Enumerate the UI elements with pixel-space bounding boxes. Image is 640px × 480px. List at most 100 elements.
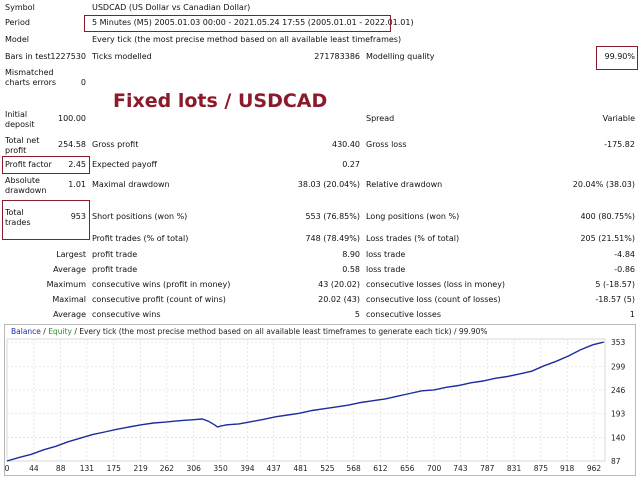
average-loss-label: loss trade <box>366 265 406 274</box>
largest-loss-label: loss trade <box>366 250 406 259</box>
profit-factor-label: Profit factor <box>5 160 52 169</box>
y-tick-label: 193 <box>611 410 626 419</box>
quality-highlight-box <box>596 46 638 70</box>
x-tick-label: 88 <box>56 464 66 473</box>
rel-dd-value: 20.04% (38.03) <box>572 180 635 189</box>
chart-canvas: 87 140 193 246 299 353 0 44 88 131 175 219 262 306 350… <box>5 338 626 473</box>
max-cons-losses-label: consecutive losses (loss in money) <box>366 280 506 289</box>
largest-profit-label: profit trade <box>92 250 138 259</box>
rel-dd-label: Relative drawdown <box>366 180 443 189</box>
legend-description: / Every tick (the most precise method ba… <box>71 327 488 336</box>
maximal-label: Maximal <box>52 295 86 304</box>
x-tick-label: 175 <box>107 464 122 473</box>
balance-chart: 87 140 193 246 299 353 0 44 88 131 175 219 262 306 350… <box>4 324 636 476</box>
gross-profit-value: 430.40 <box>332 140 360 149</box>
gross-profit-label: Gross profit <box>92 140 139 149</box>
y-tick-label: 246 <box>611 386 626 395</box>
x-tick-label: 831 <box>507 464 522 473</box>
mismatched-value: 0 <box>80 78 86 87</box>
largest-loss-value: -4.84 <box>614 250 635 259</box>
x-tick-label: 306 <box>187 464 202 473</box>
period-highlight-box <box>84 15 391 32</box>
long-label: Long positions (won %) <box>366 212 460 221</box>
loss-trades-value: 205 (21.51%) <box>580 234 635 243</box>
x-tick-label: 700 <box>427 464 442 473</box>
max-cons-wins-value: 43 (20.02) <box>318 280 360 289</box>
average-profit-value: 0.58 <box>342 265 360 274</box>
average-profit-label: profit trade <box>92 265 138 274</box>
legend-balance: Balance <box>11 327 41 336</box>
profit-factor-value: 2.45 <box>68 160 86 169</box>
gross-loss-value: -175.82 <box>604 140 635 149</box>
x-tick-label: 350 <box>213 464 228 473</box>
total-trades-value: 953 <box>70 212 86 221</box>
y-tick-label: 353 <box>611 338 626 347</box>
loss-trades-label: Loss trades (% of total) <box>366 234 460 243</box>
maximal-profit-value: 20.02 (43) <box>318 295 360 304</box>
x-tick-label: 656 <box>400 464 415 473</box>
mismatched-label: Mismatched charts errors <box>5 68 57 87</box>
spread-label: Spread <box>366 114 395 123</box>
profit-factor-highlight-box <box>2 156 90 174</box>
legend-equity: Equity <box>48 327 72 336</box>
chart-legend: Balance / Equity / Every tick (the most … <box>11 327 488 336</box>
short-label: Short positions (won %) <box>92 212 188 221</box>
x-tick-label: 612 <box>373 464 388 473</box>
net-profit-label: Total net profit <box>5 136 40 155</box>
overlay-title: Fixed lots / USDCAD <box>113 90 328 112</box>
avg-cons-losses-label: consecutive losses <box>366 310 442 319</box>
max-cons-wins-label: consecutive wins (profit in money) <box>92 280 231 289</box>
deposit-label: Initial deposit <box>5 110 35 129</box>
plot-area-frame <box>6 338 606 462</box>
max-cons-losses-value: 5 (-18.57) <box>595 280 635 289</box>
avg-cons-wins-label: consecutive wins <box>92 310 161 319</box>
series-line-balance <box>6 341 604 462</box>
symbol-label: Symbol <box>5 3 35 12</box>
profit-trades-value: 748 (78.49%) <box>305 234 360 243</box>
maximal-loss-label: consecutive loss (count of losses) <box>366 295 501 304</box>
quality-value: 99.90% <box>604 52 635 61</box>
legend-sep: / <box>40 327 49 336</box>
total-trades-highlight-box <box>2 200 90 240</box>
maximal-profit-label: consecutive profit (count of wins) <box>92 295 226 304</box>
average-label: Average <box>53 265 86 274</box>
largest-profit-value: 8.90 <box>342 250 360 259</box>
x-tick-label: 525 <box>320 464 335 473</box>
period-value: 5 Minutes (M5) 2005.01.03 00:00 - 2021.0… <box>92 18 414 27</box>
x-tick-label: 481 <box>293 464 308 473</box>
x-tick-label: 568 <box>346 464 361 473</box>
x-tick-label: 437 <box>266 464 281 473</box>
x-tick-label: 962 <box>587 464 602 473</box>
x-tick-label: 0 <box>5 464 10 473</box>
short-value: 553 (76.85%) <box>305 212 360 221</box>
x-tick-label: 262 <box>160 464 175 473</box>
average-loss-value: -0.86 <box>614 265 635 274</box>
x-tick-label: 743 <box>453 464 468 473</box>
avg-cons-wins-value: 5 <box>354 310 360 319</box>
total-trades-label: Total trades <box>5 208 31 227</box>
y-tick-label: 87 <box>611 457 621 466</box>
maximum-label: Maximum <box>46 280 86 289</box>
model-label: Model <box>5 35 30 44</box>
y-tick-label: 299 <box>611 362 626 371</box>
x-tick-label: 875 <box>534 464 549 473</box>
largest-label: Largest <box>56 250 86 259</box>
y-tick-label: 140 <box>611 433 626 442</box>
x-tick-label: 394 <box>240 464 255 473</box>
max-dd-label: Maximal drawdown <box>92 180 170 189</box>
x-tick-label: 44 <box>29 464 39 473</box>
x-tick-label: 219 <box>133 464 148 473</box>
payoff-label: Expected payoff <box>92 160 157 169</box>
quality-label: Modelling quality <box>366 52 435 61</box>
bars-label: Bars in test <box>5 52 51 61</box>
x-tick-label: 131 <box>80 464 95 473</box>
avg-cons-losses-value: 1 <box>629 310 635 319</box>
abs-dd-value: 1.01 <box>68 180 86 189</box>
bars-value: 1227530 <box>50 52 86 61</box>
deposit-value: 100.00 <box>58 114 86 123</box>
long-value: 400 (80.75%) <box>580 212 635 221</box>
abs-dd-label: Absolute drawdown <box>5 176 47 195</box>
profit-trades-label: Profit trades (% of total) <box>92 234 189 243</box>
ticks-label: Ticks modelled <box>92 52 152 61</box>
period-label: Period <box>5 18 30 27</box>
